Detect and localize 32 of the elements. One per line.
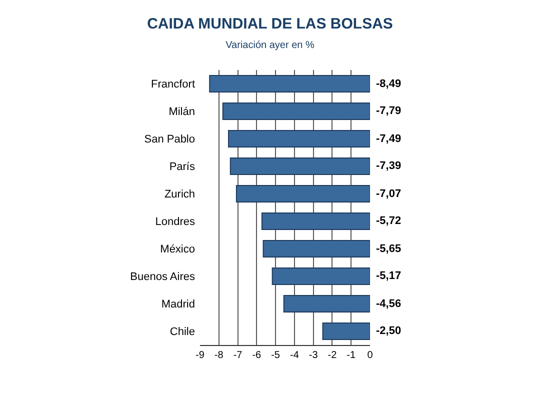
chart-subtitle: Variación ayer en % (226, 40, 314, 51)
data-label: -8,49 (376, 78, 402, 90)
data-label: -5,65 (376, 243, 402, 255)
data-label: -7,79 (376, 105, 402, 117)
y-tick-label: México (160, 244, 195, 256)
y-tick-label: Madrid (161, 298, 195, 311)
y-tick-label: Buenos Aires (130, 271, 196, 284)
chart-title: CAIDA MUNDIAL DE LAS BOLSAS (147, 15, 393, 32)
data-label: -7,49 (376, 133, 402, 145)
y-tick-label: París (169, 161, 196, 174)
x-tick-label: 0 (367, 350, 374, 361)
x-tick-label: -6 (252, 350, 262, 361)
data-label: -4,56 (376, 298, 402, 310)
data-label: -7,39 (376, 160, 402, 172)
y-tick-label: Chile (170, 326, 195, 338)
x-tick-label: -1 (346, 350, 356, 361)
y-tick-label: San Pablo (144, 134, 195, 146)
y-tick-label: Milán (168, 106, 195, 118)
data-label: -7,07 (376, 188, 402, 200)
data-label: -2,50 (376, 325, 402, 337)
x-tick-label: -4 (290, 350, 300, 361)
x-tick-label: -7 (233, 350, 243, 361)
x-tick-label: -5 (271, 350, 280, 361)
x-tick-label: -3 (308, 350, 318, 361)
y-tick-label: Londres (155, 216, 196, 228)
x-tick-label: -2 (328, 350, 338, 361)
x-tick-label: -8 (214, 350, 224, 361)
data-label: -5,17 (376, 270, 402, 282)
data-label: -5,72 (376, 215, 402, 227)
y-tick-label: Francfort (150, 78, 195, 91)
x-tick-label: -9 (196, 350, 205, 361)
y-tick-label: Zurich (164, 188, 195, 201)
